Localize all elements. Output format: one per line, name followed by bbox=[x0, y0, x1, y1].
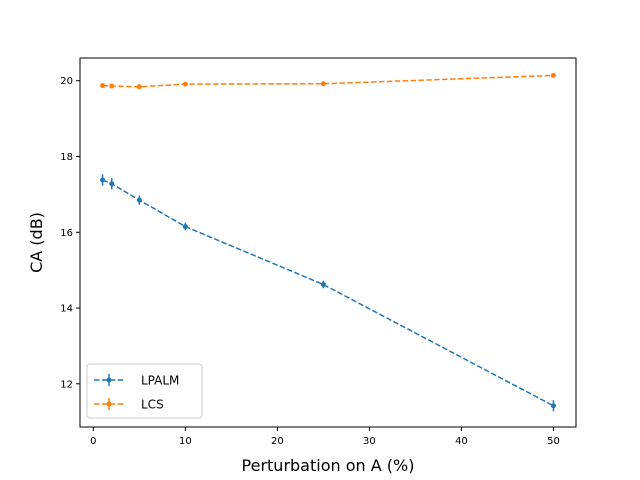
series-lcs-point bbox=[320, 81, 326, 87]
legend-frame bbox=[86, 363, 203, 419]
y-axis-label: CA (dB) bbox=[27, 212, 46, 273]
y-tick-label: 16 bbox=[60, 228, 73, 239]
series-lcs-point bbox=[109, 83, 115, 89]
series-lpalm-point bbox=[182, 224, 188, 230]
series-lpalm-point bbox=[550, 403, 556, 409]
x-tick-label: 0 bbox=[90, 436, 96, 447]
series-lcs-point bbox=[550, 72, 556, 78]
x-tick-label: 30 bbox=[363, 436, 376, 447]
legend-lpalm-marker bbox=[106, 377, 112, 383]
y-tick-label: 18 bbox=[60, 152, 73, 163]
y-axis: 12 14 16 18 20 bbox=[60, 76, 80, 390]
legend-lcs-label: LCS bbox=[141, 398, 164, 412]
y-tick-label: 20 bbox=[60, 76, 73, 87]
y-tick-label: 12 bbox=[60, 379, 73, 390]
x-tick-label: 10 bbox=[179, 436, 192, 447]
x-axis-label: Perturbation on A (%) bbox=[242, 456, 415, 475]
plot-area bbox=[100, 72, 556, 412]
x-tick-label: 50 bbox=[547, 436, 560, 447]
legend-lcs-marker bbox=[106, 401, 112, 407]
series-lpalm-point bbox=[100, 177, 106, 183]
axes-frame bbox=[79, 57, 577, 428]
series-lcs-point bbox=[136, 84, 142, 90]
series-lcs-line bbox=[102, 74, 554, 88]
series-lpalm-point bbox=[109, 181, 115, 187]
legend-lpalm-label: LPALM bbox=[141, 374, 179, 388]
x-axis: 0 10 20 30 40 50 bbox=[90, 427, 560, 447]
series-lpalm-point bbox=[320, 282, 326, 288]
series-lcs-point bbox=[182, 81, 188, 87]
series-lcs bbox=[100, 72, 556, 90]
x-tick-label: 20 bbox=[271, 436, 284, 447]
legend: LPALM LCS bbox=[86, 363, 203, 419]
y-tick-label: 14 bbox=[60, 304, 73, 315]
series-lpalm bbox=[100, 174, 556, 412]
series-lcs-point bbox=[100, 83, 106, 89]
series-lpalm-point bbox=[136, 197, 142, 203]
x-tick-label: 40 bbox=[455, 436, 468, 447]
